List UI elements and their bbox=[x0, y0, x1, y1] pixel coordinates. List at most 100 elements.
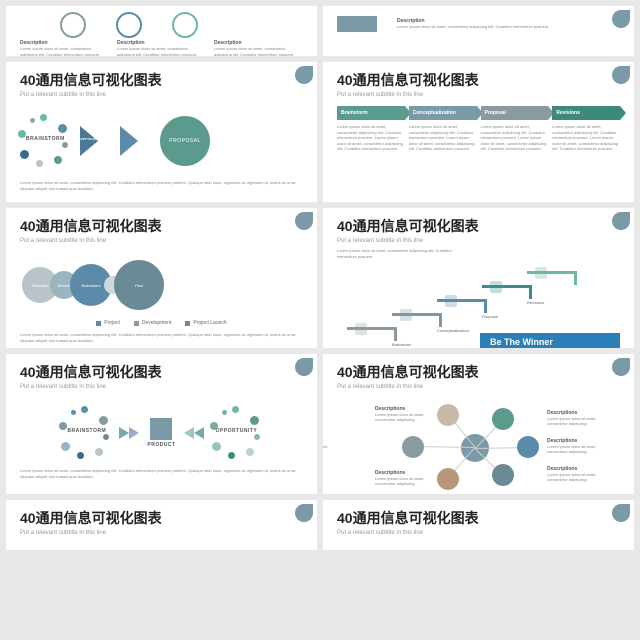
slide-subtitle: Put a relevant subtitle in this line bbox=[20, 530, 303, 536]
arrow-shape bbox=[337, 16, 377, 32]
ring-dot bbox=[77, 452, 84, 459]
hub-node bbox=[437, 404, 459, 426]
col-text: Lorem ipsum dolor sit amet, consectetur … bbox=[409, 124, 477, 152]
ring-dot bbox=[62, 142, 68, 148]
process-column: Proposal Lorem ipsum dolor sit amet, cons… bbox=[481, 106, 549, 152]
stair-step: Proposal bbox=[482, 285, 532, 319]
overlap-circle: Plan bbox=[114, 260, 164, 310]
slide-partial-bottom-right: 40通用信息可视化图表 Put a relevant subtitle in t… bbox=[323, 500, 634, 550]
stair-step: Conceptualization bbox=[437, 299, 487, 333]
slide-title: 40通用信息可视化图表 bbox=[337, 216, 620, 236]
slide-title: 40通用信息可视化图表 bbox=[20, 70, 303, 90]
ring-dot bbox=[20, 150, 29, 159]
slide-4col-arrows: 40通用信息可视化图表 Put a relevant subtitle in t… bbox=[323, 62, 634, 202]
legend-item: Project Launch bbox=[185, 320, 226, 326]
corner-badge bbox=[612, 66, 630, 84]
slide-subtitle: Put a relevant subtitle in this line bbox=[20, 92, 303, 98]
corner-badge bbox=[612, 212, 630, 230]
step-icon bbox=[445, 295, 457, 307]
banner: Revisions bbox=[552, 106, 620, 120]
slide-brainstorm-flow: 40通用信息可视化图表 Put a relevant subtitle in t… bbox=[6, 62, 317, 202]
slide-subtitle: Put a relevant subtitle in this line bbox=[337, 238, 620, 244]
corner-badge bbox=[295, 212, 313, 230]
slide-title: 40通用信息可视化图表 bbox=[337, 70, 620, 90]
node-description: DescriptionsLorem ipsum dolor sit amet, … bbox=[547, 410, 597, 426]
hub-node bbox=[402, 436, 424, 458]
step-label: Brainstorm bbox=[392, 342, 411, 347]
slide-subtitle: Put a relevant subtitle in this line bbox=[20, 384, 303, 390]
step-label: Conceptualization bbox=[437, 328, 469, 333]
ring-dot bbox=[228, 452, 235, 459]
ring-dot bbox=[95, 448, 103, 456]
banner: Conceptualization bbox=[409, 106, 477, 120]
slide-partial-top-right: Description Lorem ipsum dolor sit amet, … bbox=[323, 6, 634, 56]
ring-dot bbox=[71, 410, 76, 415]
ring-dot bbox=[30, 118, 35, 123]
hub-node bbox=[492, 464, 514, 486]
process-column: BrainstormLorem ipsum dolor sit amet, co… bbox=[337, 106, 405, 152]
corner-badge bbox=[612, 10, 630, 28]
node-description: DescriptionsLorem ipsum dolor sit amet, … bbox=[547, 438, 597, 454]
ring-dot bbox=[40, 114, 47, 121]
footer-text: Lorem ipsum dolor sit amet, consectetur … bbox=[20, 468, 303, 479]
ring-dot bbox=[210, 422, 218, 430]
ring-dot bbox=[36, 160, 43, 167]
ring-dot bbox=[212, 442, 221, 451]
hub-node bbox=[492, 408, 514, 430]
opportunity-label: OPPORTUNITY bbox=[216, 428, 258, 434]
circle-icon bbox=[60, 12, 86, 38]
ring-dot bbox=[61, 442, 70, 451]
corner-badge bbox=[612, 358, 630, 376]
col-text: Lorem ipsum dolor sit amet, consectetur … bbox=[117, 46, 206, 56]
slide-staircase: 40通用信息可视化图表 Put a relevant subtitle in t… bbox=[323, 208, 634, 348]
brainstorm-label: BRAINSTORM bbox=[67, 428, 106, 434]
slide-subtitle: Put a relevant subtitle in this line bbox=[337, 92, 620, 98]
corner-badge bbox=[295, 358, 313, 376]
slide-hub-diagram: 40通用信息可视化图表 Put a relevant subtitle in t… bbox=[323, 354, 634, 494]
brainstorm-label: BRAINSTORM bbox=[26, 136, 65, 142]
corner-badge bbox=[295, 66, 313, 84]
node-description: DescriptionsLorem ipsum dolor sit amet, … bbox=[375, 406, 425, 422]
proposal-label: PROPOSAL bbox=[169, 138, 201, 144]
chevron-icon bbox=[120, 126, 150, 156]
banner: Proposal bbox=[481, 106, 549, 120]
stair-step: Revisions bbox=[527, 271, 577, 305]
hub-node bbox=[437, 468, 459, 490]
intro-text: Lorem ipsum dolor sit amet, consectetur … bbox=[337, 248, 457, 259]
node-description: DescriptionsLorem ipsum dolor sit amet, … bbox=[323, 438, 329, 454]
col-text: Lorem ipsum dolor sit amet, consectetur … bbox=[397, 24, 620, 30]
slide-title: 40通用信息可视化图表 bbox=[20, 216, 303, 236]
proposal-circle: PROPOSAL bbox=[160, 116, 210, 166]
slide-title: 40通用信息可视化图表 bbox=[20, 362, 303, 382]
step-label: Revisions bbox=[527, 300, 544, 305]
ring-dot bbox=[58, 124, 67, 133]
product-icon bbox=[150, 418, 172, 440]
concept-label: CONCEPTUALIZATION bbox=[72, 137, 105, 141]
slide-partial-top-left: DescriptionLorem ipsum dolor sit amet, c… bbox=[6, 6, 317, 56]
ring-dot bbox=[99, 416, 108, 425]
slide-subtitle: Put a relevant subtitle in this line bbox=[20, 238, 303, 244]
ring-dot bbox=[59, 422, 67, 430]
slide-brainstorm-product: 40通用信息可视化图表 Put a relevant subtitle in t… bbox=[6, 354, 317, 494]
slide-title: 40通用信息可视化图表 bbox=[20, 508, 303, 528]
col-text: Lorem ipsum dolor sit amet, consectetur … bbox=[552, 124, 620, 152]
node-description: DescriptionsLorem ipsum dolor sit amet, … bbox=[547, 466, 597, 482]
col-text: Lorem ipsum dolor sit amet, consectetur … bbox=[481, 124, 549, 152]
step-icon bbox=[400, 309, 412, 321]
ring-dot bbox=[250, 416, 259, 425]
ring-dot bbox=[254, 434, 260, 440]
slide-subtitle: Put a relevant subtitle in this line bbox=[337, 384, 620, 390]
ring-dot bbox=[103, 434, 109, 440]
step-icon bbox=[490, 281, 502, 293]
product-label: PRODUCT bbox=[147, 442, 175, 448]
step-label: Proposal bbox=[482, 314, 498, 319]
brainstorm-ring: BRAINSTORM bbox=[61, 408, 111, 458]
legend-item: Development bbox=[134, 320, 171, 326]
slide-title: 40通用信息可视化图表 bbox=[337, 508, 620, 528]
step-icon bbox=[535, 267, 547, 279]
legend-item: Project bbox=[96, 320, 120, 326]
banner: Brainstorm bbox=[337, 106, 405, 120]
slide-circles-overlap: 40通用信息可视化图表 Put a relevant subtitle in t… bbox=[6, 208, 317, 348]
arrow-left-icon bbox=[184, 427, 194, 439]
footer-text: Lorem ipsum dolor sit amet, consectetur … bbox=[20, 332, 303, 343]
